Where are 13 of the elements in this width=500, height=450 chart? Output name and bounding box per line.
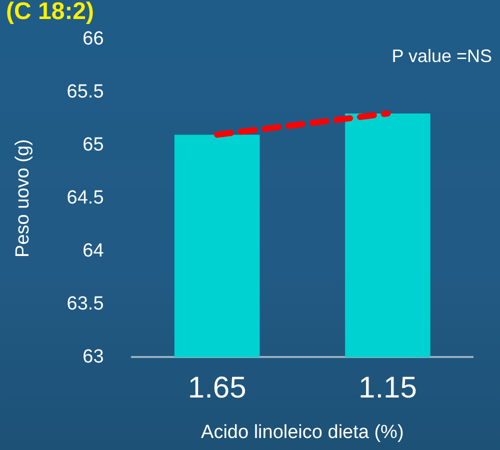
chart-title: (C 18:2) xyxy=(6,0,94,26)
y-tick-label: 63.5 xyxy=(66,293,104,314)
annotation: P value =NS xyxy=(392,46,492,67)
y-tick-label: 65.5 xyxy=(66,82,104,103)
y-tick-label: 64 xyxy=(82,240,104,262)
y-tick-label: 66 xyxy=(82,28,104,50)
x-axis-title: Acido linoleico dieta (%) xyxy=(201,422,404,443)
x-tick-label: 1.15 xyxy=(358,371,417,404)
y-tick-label: 63 xyxy=(82,346,104,368)
y-axis-title: Peso uovo (g) xyxy=(12,139,34,258)
x-tick-label: 1.65 xyxy=(188,371,246,404)
y-tick-label: 65 xyxy=(82,134,104,156)
y-tick-label: 64.5 xyxy=(66,188,104,209)
